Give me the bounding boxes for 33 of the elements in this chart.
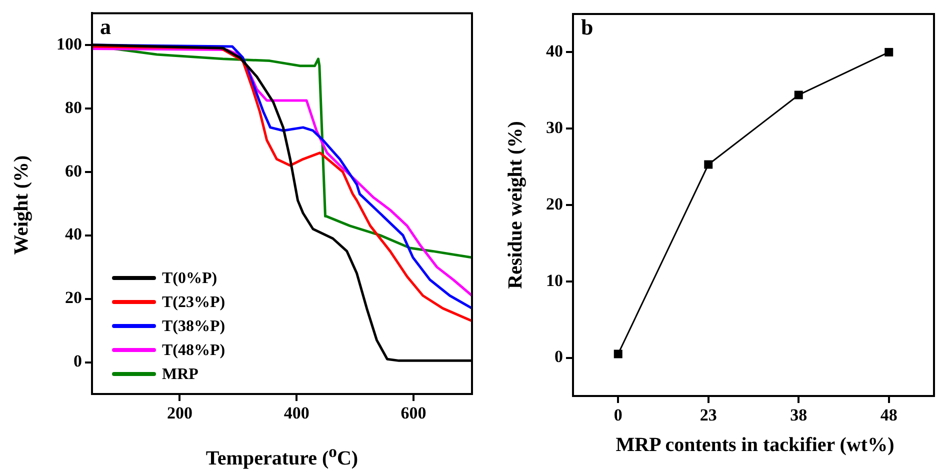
y-tick-label: 40 <box>546 42 563 61</box>
annotation: b <box>581 14 594 40</box>
legend-label: MRP <box>162 366 199 384</box>
x-tick-label: 23 <box>700 406 717 425</box>
x-tick-label: 48 <box>880 406 898 425</box>
x-axis-title: MRP contents in tackifier (wt%) <box>616 434 894 457</box>
y-tick-label: 10 <box>546 270 563 290</box>
y-tick-label: 40 <box>65 224 82 244</box>
legend-label: T(38%P) <box>162 318 226 336</box>
x-tick-label: 600 <box>400 404 426 423</box>
x-axis-title: Temperature ($^{o}$C) <box>206 442 358 471</box>
y-axis-title: Residue weight (%) <box>504 121 528 289</box>
legend-label: T(23%P) <box>162 294 226 312</box>
x-tick-label: 38 <box>790 406 808 425</box>
y-tick-label: 80 <box>65 98 82 117</box>
y-axis-title: Weight (%) <box>10 155 34 255</box>
y-tick-label: 20 <box>546 194 563 214</box>
point <box>704 160 713 169</box>
point <box>884 48 894 56</box>
legend-label: T(48%P) <box>162 342 226 360</box>
legend-label: T(0%P) <box>162 270 218 288</box>
x-tick-label: 0 <box>614 406 622 425</box>
point <box>614 350 622 358</box>
y-tick-label: 60 <box>65 161 82 180</box>
annotation: a <box>100 14 111 39</box>
point <box>794 90 803 100</box>
y-tick-label: 30 <box>546 118 563 137</box>
x-tick-label: 200 <box>166 404 192 423</box>
y-tick-label: 100 <box>56 34 82 54</box>
y-tick-label: 20 <box>65 288 82 308</box>
x-tick-label: 400 <box>284 404 310 423</box>
y-tick-label: 0 <box>74 352 82 371</box>
y-tick-label: 0 <box>554 347 563 366</box>
